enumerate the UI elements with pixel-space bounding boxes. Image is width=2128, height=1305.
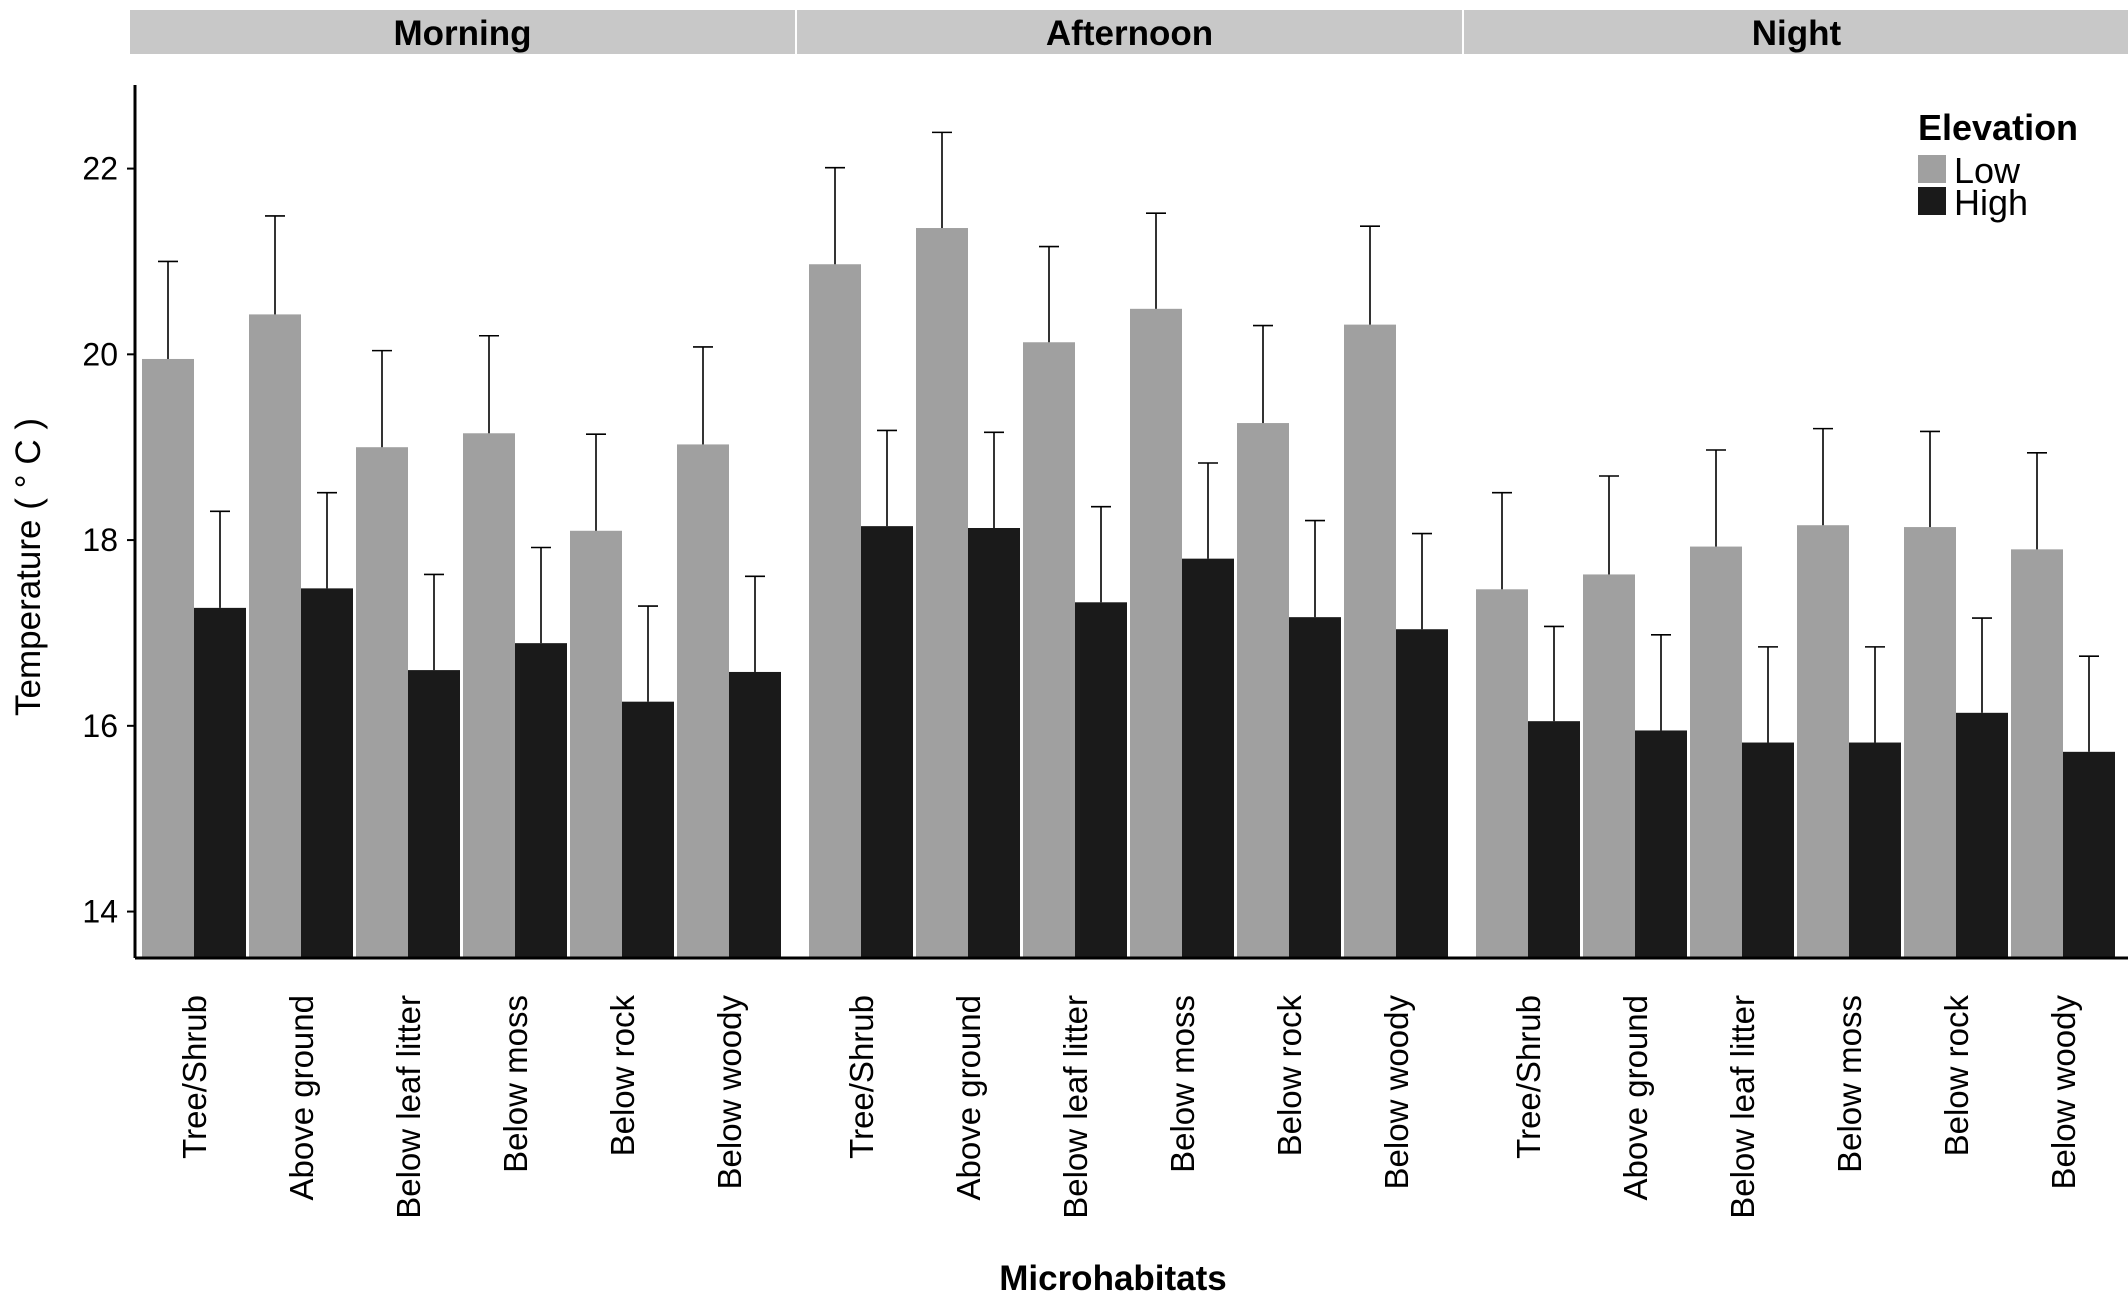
legend-label-low: Low [1954,150,2021,191]
bar-morning-below-moss-high [515,643,567,958]
x-tick-label-afternoon-below-woody: Below woody [1378,995,1415,1190]
y-ticks: 14 16 18 20 22 [82,151,135,930]
bar-afternoon-tree-shrub-high [861,526,913,958]
y-tick-label-14: 14 [82,894,118,930]
bar-afternoon-above-ground-low [916,228,968,958]
x-tick-label-night-below-rock: Below rock [1938,995,1975,1157]
x-tick-label-morning-tree-shrub: Tree/Shrub [176,995,213,1159]
category-labels: Tree/Shrub Above ground Below leaf litter B… [176,995,2082,1219]
legend-swatch-low [1918,155,1946,183]
bar-afternoon-below-woody-high [1396,629,1448,958]
bar-night-tree-shrub-high [1528,721,1580,958]
x-tick-label-morning-above-ground: Above ground [283,995,320,1201]
x-tick-label-morning-below-woody: Below woody [711,995,748,1190]
y-tick-label-20: 20 [82,336,118,372]
x-tick-label-morning-below-moss: Below moss [497,995,534,1173]
x-tick-label-morning-below-leaf-litter: Below leaf litter [390,995,427,1219]
bar-morning-above-ground-low [249,314,301,959]
bar-morning-tree-shrub-high [194,607,246,958]
legend-label-high: High [1954,182,2028,223]
bar-night-below-woody-high [2063,751,2115,958]
axes [133,85,2128,960]
x-tick-label-afternoon-below-rock: Below rock [1271,995,1308,1157]
facet-label-morning: Morning [393,14,531,53]
y-tick-label-22: 22 [82,151,118,187]
y-tick-label-16: 16 [82,708,118,744]
bar-afternoon-below-rock-high [1289,617,1341,958]
bar-night-below-rock-low [1904,527,1956,958]
bar-morning-below-rock-low [570,530,622,958]
bar-night-below-rock-high [1956,712,2008,958]
bar-morning-below-moss-low [463,433,515,959]
bar-afternoon-below-leaf-litter-low [1023,342,1075,959]
bar-morning-below-leaf-litter-low [356,447,408,958]
facet-strip-afternoon [797,10,1462,54]
x-tick-label-afternoon-tree-shrub: Tree/Shrub [843,995,880,1159]
facet-strips: Morning Afternoon Night [130,10,2128,54]
x-tick-label-afternoon-above-ground: Above ground [950,995,987,1201]
legend: Elevation Low High [1918,107,2078,223]
bar-afternoon-below-moss-low [1130,308,1182,958]
x-tick-label-night-tree-shrub: Tree/Shrub [1510,995,1547,1159]
y-axis-title: Temperature ( ° C ) [9,418,48,716]
bar-afternoon-above-ground-high [968,528,1020,958]
x-tick-label-afternoon-below-moss: Below moss [1164,995,1201,1173]
y-tick-label-18: 18 [82,522,118,558]
x-axis-title: Microhabitats [999,1259,1227,1298]
bar-afternoon-below-moss-high [1182,558,1234,958]
x-tick-label-morning-below-rock: Below rock [604,995,641,1157]
bar-night-above-ground-low [1583,574,1635,958]
bar-night-below-moss-low [1797,525,1849,958]
bar-afternoon-below-rock-low [1237,423,1289,959]
bar-morning-below-rock-high [622,701,674,958]
bars [142,131,2115,959]
bar-morning-below-woody-high [729,671,781,958]
bar-afternoon-tree-shrub-low [809,264,861,958]
facet-label-afternoon: Afternoon [1046,14,1213,53]
facet-strip-night [1464,10,2128,54]
facet-label-night: Night [1752,14,1842,53]
bar-morning-above-ground-high [301,588,353,958]
x-tick-label-night-below-moss: Below moss [1831,995,1868,1173]
bar-afternoon-below-leaf-litter-high [1075,602,1127,958]
x-tick-label-night-below-leaf-litter: Below leaf litter [1724,995,1761,1219]
bar-night-tree-shrub-low [1476,589,1528,958]
x-tick-label-afternoon-below-leaf-litter: Below leaf litter [1057,995,1094,1219]
bar-morning-below-leaf-litter-high [408,670,460,958]
legend-swatch-high [1918,187,1946,215]
bar-night-above-ground-high [1635,730,1687,958]
bar-morning-tree-shrub-low [142,358,194,959]
x-tick-label-night-below-woody: Below woody [2045,995,2082,1190]
bar-afternoon-below-woody-low [1344,324,1396,959]
bar-night-below-leaf-litter-high [1742,742,1794,958]
bar-night-below-woody-low [2011,549,2063,958]
legend-title: Elevation [1918,107,2078,148]
bar-night-below-moss-high [1849,742,1901,958]
facet-strip-morning [130,10,795,54]
bar-morning-below-woody-low [677,444,729,958]
bar-night-below-leaf-litter-low [1690,546,1742,958]
x-tick-label-night-above-ground: Above ground [1617,995,1654,1201]
